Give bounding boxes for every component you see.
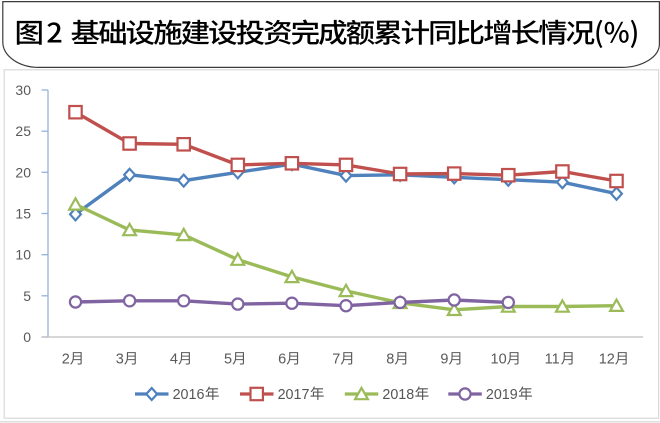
- svg-text:7: 7: [332, 352, 340, 368]
- svg-text:8: 8: [386, 352, 394, 368]
- svg-text:2016: 2016: [173, 387, 205, 403]
- svg-text:2: 2: [62, 352, 70, 368]
- svg-text:5: 5: [224, 352, 232, 368]
- svg-text:2018: 2018: [382, 387, 414, 403]
- svg-text:30: 30: [15, 82, 31, 98]
- svg-text:0: 0: [23, 329, 31, 345]
- svg-text:2019: 2019: [486, 387, 518, 403]
- svg-text:11: 11: [545, 352, 560, 368]
- svg-text:15: 15: [15, 206, 31, 222]
- svg-text:3: 3: [116, 352, 124, 368]
- svg-text:12: 12: [599, 352, 615, 368]
- svg-text:2017: 2017: [278, 387, 310, 403]
- svg-text:6: 6: [278, 352, 286, 368]
- svg-text:25: 25: [15, 123, 31, 139]
- svg-text:4: 4: [170, 352, 178, 368]
- svg-text:5: 5: [23, 288, 31, 304]
- svg-text:10: 10: [491, 352, 507, 368]
- svg-text:10: 10: [15, 247, 31, 263]
- svg-text:20: 20: [15, 164, 31, 180]
- svg-text:9: 9: [440, 352, 448, 368]
